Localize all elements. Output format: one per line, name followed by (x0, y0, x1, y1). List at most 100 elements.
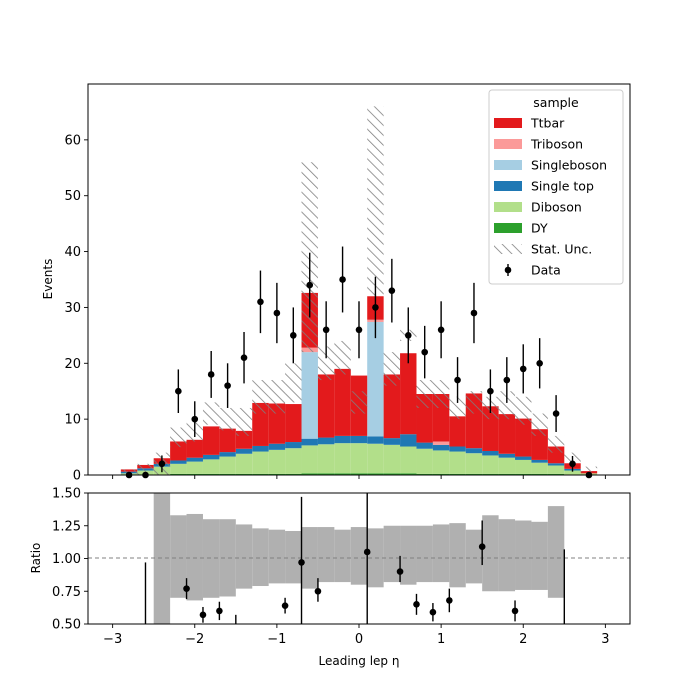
stat-unc-hatch (498, 391, 516, 420)
bar-dy (416, 473, 433, 475)
bar-dy (383, 473, 401, 475)
ratio-y-ticks: 0.50 0.75 1.00 1.25 1.50 (52, 487, 88, 633)
bar-diboson (400, 446, 417, 474)
ratio-y-axis-label: Ratio (29, 543, 43, 574)
bar-ttbar (317, 374, 335, 438)
bar-single-top (350, 435, 368, 444)
bar-ttbar (515, 418, 532, 457)
bar-diboson (432, 450, 450, 474)
bar-ttbar (186, 439, 203, 458)
bar-ttbar (285, 404, 302, 443)
stat-unc-hatch (367, 106, 384, 297)
bar-single-top (482, 450, 499, 456)
bar-single-top (301, 438, 318, 446)
ratio-points (144, 493, 566, 624)
legend-swatch-dy (494, 223, 522, 233)
ratio-y-tick-label: 1.25 (52, 519, 81, 534)
ratio-unc-bin (400, 525, 417, 585)
legend-label-dy: DY (531, 221, 548, 236)
x-tick-label: 1 (437, 632, 445, 647)
legend-swatch-singleboson (494, 160, 522, 170)
data-point (470, 309, 478, 317)
bar-diboson (285, 448, 302, 474)
ratio-unc-bin (547, 506, 565, 598)
ratio-point (396, 568, 404, 575)
ratio-unc-bin (498, 519, 516, 592)
ratio-x-ticks: −3 −2 −1 0 1 2 3 (103, 624, 610, 647)
bar-diboson (317, 444, 335, 474)
bar-diboson (547, 465, 565, 474)
bar-dy (498, 473, 516, 475)
ratio-unc-bin (235, 524, 253, 589)
bar-dy (515, 473, 532, 475)
ratio-unc-bin (515, 520, 532, 590)
data-point (191, 415, 199, 423)
bar-dy (465, 473, 483, 475)
y-tick-label: 30 (64, 301, 81, 316)
bar-ttbar (268, 403, 286, 444)
ratio-point (298, 559, 305, 566)
ratio-unc-bin (301, 527, 318, 589)
legend-swatch-stat-unc (494, 244, 522, 254)
data-point (519, 365, 527, 373)
bar-single-top (334, 435, 351, 444)
bar-ttbar (400, 353, 417, 435)
bar-single-top (235, 448, 253, 454)
bar-dy (285, 473, 302, 475)
legend-swatch-data (504, 266, 512, 274)
bar-dy (301, 473, 318, 475)
legend-swatch-ttbar (494, 118, 522, 128)
main-panel: 0 10 20 30 40 50 60 Events sample Ttbar Triboson… (41, 83, 631, 484)
x-tick-label: 2 (519, 632, 527, 647)
ratio-unc-bin (317, 527, 335, 583)
ratio-point (478, 543, 486, 551)
bar-diboson (268, 449, 286, 474)
ratio-point (446, 597, 453, 604)
main-x-ticks (112, 475, 606, 479)
x-tick-label: −3 (103, 632, 122, 647)
bar-single-top (498, 453, 516, 458)
ratio-y-tick-label: 0.75 (52, 585, 81, 600)
stat-unc-hatch (580, 466, 598, 473)
y-tick-label: 0 (73, 469, 81, 484)
ratio-unc-bin (186, 513, 203, 601)
bar-dy (531, 473, 548, 475)
bar-dy (547, 473, 565, 475)
stat-unc-hatch (465, 391, 483, 414)
ratio-unc-bin (334, 529, 351, 583)
bar-dy (400, 473, 417, 475)
legend-swatch-diboson (494, 202, 522, 212)
legend-box (488, 89, 624, 285)
legend-swatch-single-top (494, 181, 522, 191)
stat-unc-hatch (416, 380, 433, 408)
data-point (322, 326, 330, 334)
data-point (175, 387, 182, 395)
bar-single-top (449, 446, 466, 452)
bar-diboson (383, 444, 401, 474)
bar-diboson (235, 453, 253, 474)
bar-dy (170, 473, 187, 475)
bar-dy (202, 473, 220, 475)
ratio-point (363, 548, 371, 556)
stat-unc-hatch (350, 391, 368, 414)
bar-diboson (449, 451, 466, 474)
bar-diboson (350, 443, 368, 474)
legend-swatch-triboson (494, 139, 522, 149)
ratio-point (199, 611, 207, 619)
ratio-unc-bin (482, 515, 499, 592)
bar-dy (432, 473, 450, 475)
legend-label-stat-unc: Stat. Unc. (531, 242, 592, 257)
bar-single-top (367, 436, 384, 444)
bar-single-top (219, 452, 236, 457)
bar-single-top (186, 457, 203, 462)
bar-single-top (400, 434, 417, 447)
data-point (487, 387, 494, 395)
stat-unc-hatch (202, 402, 220, 425)
data-point (240, 354, 248, 362)
y-tick-label: 40 (64, 245, 81, 260)
ratio-point (413, 601, 420, 608)
bar-diboson (219, 456, 236, 474)
stat-unc-hatch (285, 363, 302, 403)
stat-unc-hatch (432, 380, 450, 408)
x-tick-label: 3 (601, 632, 609, 647)
